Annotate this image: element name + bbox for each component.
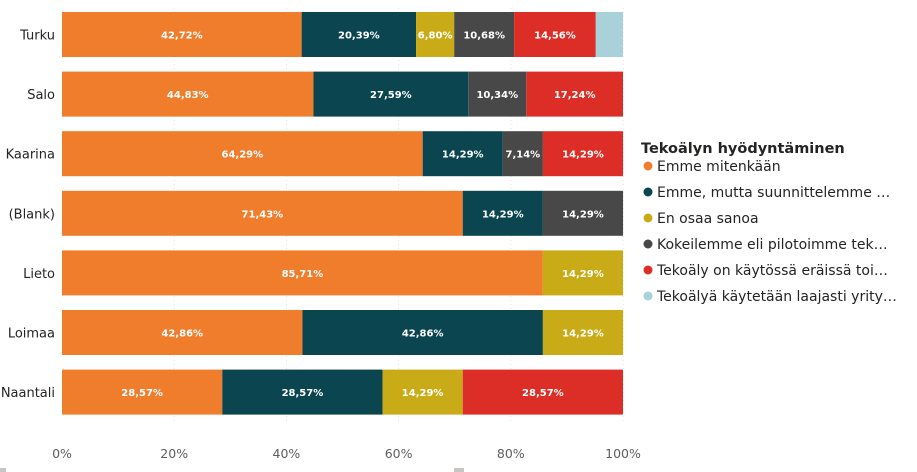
- category-label: (Blank): [9, 207, 55, 222]
- bar-segment[interactable]: [542, 310, 624, 355]
- x-tick-label: 80%: [497, 446, 525, 461]
- category-label: Kaarina: [6, 148, 55, 163]
- data-label: 14,29%: [562, 269, 604, 280]
- horizontal-scrollbar[interactable]: [0, 466, 917, 472]
- legend-label: Emme, mutta suunnittelemme …: [657, 185, 890, 201]
- bar-segment[interactable]: [301, 12, 417, 57]
- bar-segment[interactable]: [62, 310, 303, 355]
- bar-segment[interactable]: [62, 250, 543, 296]
- legend-label: Emme mitenkään: [657, 159, 781, 175]
- bar-segment[interactable]: [382, 369, 463, 415]
- legend: Tekoälyn hyödyntäminen Emme mitenkään Emm…: [641, 141, 897, 305]
- data-label: 14,29%: [482, 209, 524, 220]
- data-label: 14,29%: [402, 388, 444, 399]
- category-label: Naantali: [1, 386, 55, 401]
- legend-marker-icon: [643, 161, 653, 171]
- legend-label: En osaa sanoa: [657, 211, 759, 227]
- bar-segment[interactable]: [62, 131, 423, 177]
- bar-segment[interactable]: [62, 71, 314, 117]
- x-tick-label: 20%: [160, 446, 188, 461]
- x-tick-label: 100%: [605, 446, 641, 461]
- scroll-handle-left[interactable]: [0, 468, 6, 472]
- category-label: Lieto: [23, 267, 55, 282]
- data-label: 85,71%: [282, 269, 324, 280]
- x-tick-label: 60%: [385, 446, 413, 461]
- data-label: 14,29%: [562, 150, 604, 161]
- legend-label: Tekoälyä käytetään laajasti yrity…: [656, 289, 897, 305]
- data-label: 64,29%: [222, 150, 264, 161]
- legend-title: Tekoälyn hyödyntäminen: [641, 141, 845, 157]
- data-label: 14,29%: [562, 329, 604, 340]
- legend-label: Kokeilemme eli pilotoimme tek…: [657, 237, 888, 253]
- bar-segment[interactable]: [416, 12, 455, 57]
- data-label: 14,56%: [534, 31, 576, 42]
- legend-item[interactable]: Tekoäly on käytössä eräissä toi…: [643, 263, 888, 279]
- legend-marker-icon: [643, 291, 653, 301]
- legend-marker-icon: [643, 213, 653, 223]
- bar-segment[interactable]: [62, 369, 223, 415]
- data-label: 10,68%: [463, 31, 505, 42]
- legend-item[interactable]: En osaa sanoa: [643, 211, 759, 227]
- data-label: 28,57%: [522, 388, 564, 399]
- legend-item[interactable]: Emme, mutta suunnittelemme …: [643, 185, 891, 201]
- data-label: 14,29%: [562, 209, 604, 220]
- legend-marker-icon: [643, 265, 653, 275]
- data-label: 71,43%: [242, 209, 284, 220]
- data-label: 28,57%: [121, 388, 163, 399]
- scroll-handle-mid[interactable]: [454, 468, 464, 472]
- data-label: 6,80%: [418, 31, 453, 42]
- data-label: 42,86%: [402, 329, 444, 340]
- bar-segment[interactable]: [302, 310, 543, 355]
- bars: 42,72% 20,39% 6,80% 10,68% 14,56% 44,83% 27,59…: [62, 12, 624, 415]
- legend-item[interactable]: Tekoälyä käytetään laajasti yrity…: [643, 289, 897, 305]
- data-label: 7,14%: [506, 150, 541, 161]
- legend-label: Tekoäly on käytössä eräissä toi…: [656, 263, 888, 279]
- legend-item[interactable]: Emme mitenkään: [643, 159, 781, 175]
- bar-segment[interactable]: [454, 12, 515, 57]
- bar-segment[interactable]: [542, 250, 623, 296]
- bar-segment[interactable]: [526, 71, 623, 117]
- data-label: 27,59%: [370, 90, 412, 101]
- data-label: 42,86%: [161, 329, 203, 340]
- data-label: 44,83%: [167, 90, 209, 101]
- data-label: 10,34%: [476, 90, 518, 101]
- bar-segment[interactable]: [514, 12, 596, 57]
- x-tick-label: 0%: [52, 446, 72, 461]
- data-label: 14,29%: [442, 150, 484, 161]
- data-label: 28,57%: [282, 388, 324, 399]
- bar-segment[interactable]: [62, 190, 463, 236]
- data-label: 17,24%: [554, 90, 596, 101]
- bar-segment[interactable]: [542, 190, 624, 236]
- bar-segment[interactable]: [542, 131, 624, 177]
- x-axis-ticks: 0% 20% 40% 60% 80% 100%: [52, 446, 641, 461]
- bar-segment[interactable]: [595, 12, 623, 57]
- data-label: 20,39%: [338, 31, 380, 42]
- bar-segment[interactable]: [462, 369, 623, 415]
- bar-segment[interactable]: [502, 131, 543, 177]
- bar-segment[interactable]: [313, 71, 469, 117]
- category-label: Salo: [27, 88, 55, 103]
- legend-item[interactable]: Kokeilemme eli pilotoimme tek…: [643, 237, 888, 253]
- bar-segment[interactable]: [462, 190, 543, 236]
- legend-marker-icon: [643, 239, 653, 249]
- data-label: 42,72%: [161, 31, 203, 42]
- bar-segment[interactable]: [222, 369, 383, 415]
- bar-segment[interactable]: [422, 131, 503, 177]
- category-label: Loimaa: [8, 327, 55, 342]
- category-label: Turku: [19, 29, 55, 44]
- legend-marker-icon: [643, 187, 653, 197]
- bar-segment[interactable]: [468, 71, 527, 117]
- bar-segment[interactable]: [62, 12, 302, 57]
- x-tick-label: 40%: [273, 446, 301, 461]
- category-labels: Turku Salo Kaarina (Blank) Lieto Loimaa Naanta…: [1, 29, 55, 402]
